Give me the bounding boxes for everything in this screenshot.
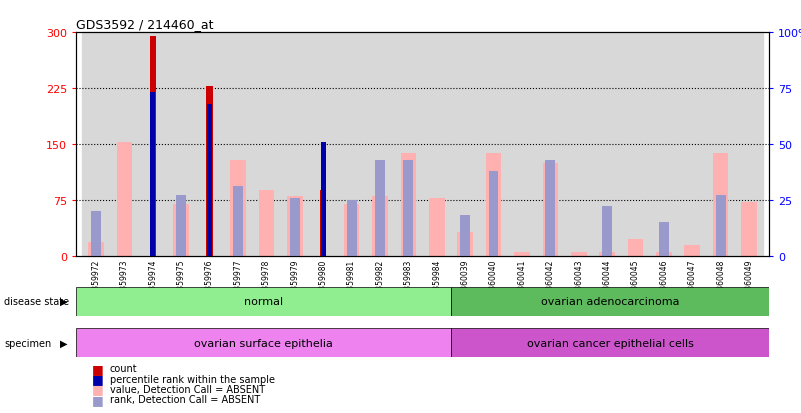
Text: ovarian cancer epithelial cells: ovarian cancer epithelial cells bbox=[527, 338, 694, 348]
Bar bbox=[117, 143, 132, 256]
Bar bbox=[91, 211, 101, 256]
Bar bbox=[280, 33, 309, 256]
Bar bbox=[452, 328, 769, 357]
Bar bbox=[489, 171, 498, 256]
Bar bbox=[195, 33, 223, 256]
Bar bbox=[659, 223, 669, 256]
Bar bbox=[542, 163, 558, 256]
Bar bbox=[656, 252, 672, 256]
Bar bbox=[207, 87, 213, 256]
Bar bbox=[372, 197, 388, 256]
Bar bbox=[252, 33, 280, 256]
Text: ■: ■ bbox=[92, 372, 104, 385]
Bar bbox=[741, 202, 757, 256]
Text: ▶: ▶ bbox=[60, 297, 67, 306]
Bar bbox=[309, 33, 337, 256]
Bar bbox=[565, 33, 593, 256]
Bar bbox=[713, 154, 728, 256]
Bar bbox=[400, 154, 417, 256]
Bar bbox=[602, 207, 612, 256]
Text: disease state: disease state bbox=[4, 297, 69, 306]
Bar bbox=[423, 33, 451, 256]
Bar bbox=[716, 196, 726, 256]
Bar bbox=[223, 33, 252, 256]
Text: ▶: ▶ bbox=[60, 338, 67, 348]
Bar bbox=[735, 33, 763, 256]
Bar bbox=[111, 33, 139, 256]
Bar bbox=[150, 37, 156, 256]
Bar bbox=[366, 33, 394, 256]
Bar bbox=[290, 198, 300, 256]
Text: count: count bbox=[110, 363, 137, 373]
Text: ■: ■ bbox=[92, 362, 104, 375]
Bar bbox=[628, 240, 643, 256]
Bar bbox=[429, 198, 445, 256]
Bar bbox=[650, 33, 678, 256]
Bar bbox=[88, 243, 104, 256]
Bar bbox=[76, 328, 452, 357]
Text: specimen: specimen bbox=[4, 338, 51, 348]
Bar bbox=[230, 161, 246, 256]
Bar bbox=[233, 187, 243, 256]
Text: rank, Detection Call = ABSENT: rank, Detection Call = ABSENT bbox=[110, 394, 260, 404]
Bar bbox=[259, 191, 274, 256]
Bar bbox=[337, 33, 366, 256]
Bar bbox=[536, 33, 565, 256]
Text: ■: ■ bbox=[92, 382, 104, 396]
Bar bbox=[571, 252, 586, 256]
Bar bbox=[176, 196, 186, 256]
Bar bbox=[320, 191, 326, 256]
Bar bbox=[344, 204, 360, 256]
Bar bbox=[151, 93, 155, 256]
Bar bbox=[460, 216, 470, 256]
Bar bbox=[485, 154, 501, 256]
Bar bbox=[452, 287, 769, 316]
Bar bbox=[320, 142, 326, 256]
Bar bbox=[82, 33, 111, 256]
Bar bbox=[706, 33, 735, 256]
Bar bbox=[514, 252, 529, 256]
Bar bbox=[545, 160, 555, 256]
Bar bbox=[508, 33, 536, 256]
Bar bbox=[375, 160, 385, 256]
Bar bbox=[457, 232, 473, 256]
Bar bbox=[347, 200, 356, 256]
Text: percentile rank within the sample: percentile rank within the sample bbox=[110, 374, 275, 384]
Bar bbox=[287, 197, 303, 256]
Bar bbox=[207, 104, 212, 256]
Bar bbox=[139, 33, 167, 256]
Bar bbox=[685, 245, 700, 256]
Bar bbox=[678, 33, 706, 256]
Bar bbox=[394, 33, 423, 256]
Text: value, Detection Call = ABSENT: value, Detection Call = ABSENT bbox=[110, 384, 265, 394]
Text: GDS3592 / 214460_at: GDS3592 / 214460_at bbox=[76, 17, 214, 31]
Bar bbox=[622, 33, 650, 256]
Bar bbox=[167, 33, 195, 256]
Bar bbox=[76, 287, 452, 316]
Bar bbox=[404, 160, 413, 256]
Bar bbox=[593, 33, 622, 256]
Text: ovarian adenocarcinoma: ovarian adenocarcinoma bbox=[541, 297, 679, 306]
Bar bbox=[451, 33, 479, 256]
Bar bbox=[479, 33, 508, 256]
Bar bbox=[599, 252, 615, 256]
Text: ■: ■ bbox=[92, 393, 104, 406]
Text: ovarian surface epithelia: ovarian surface epithelia bbox=[195, 338, 333, 348]
Text: normal: normal bbox=[244, 297, 284, 306]
Bar bbox=[173, 204, 189, 256]
